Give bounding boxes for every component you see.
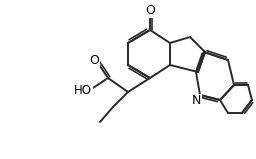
Text: HO: HO (74, 84, 92, 97)
Text: O: O (145, 3, 155, 17)
Text: O: O (89, 53, 99, 66)
Text: N: N (191, 94, 201, 107)
